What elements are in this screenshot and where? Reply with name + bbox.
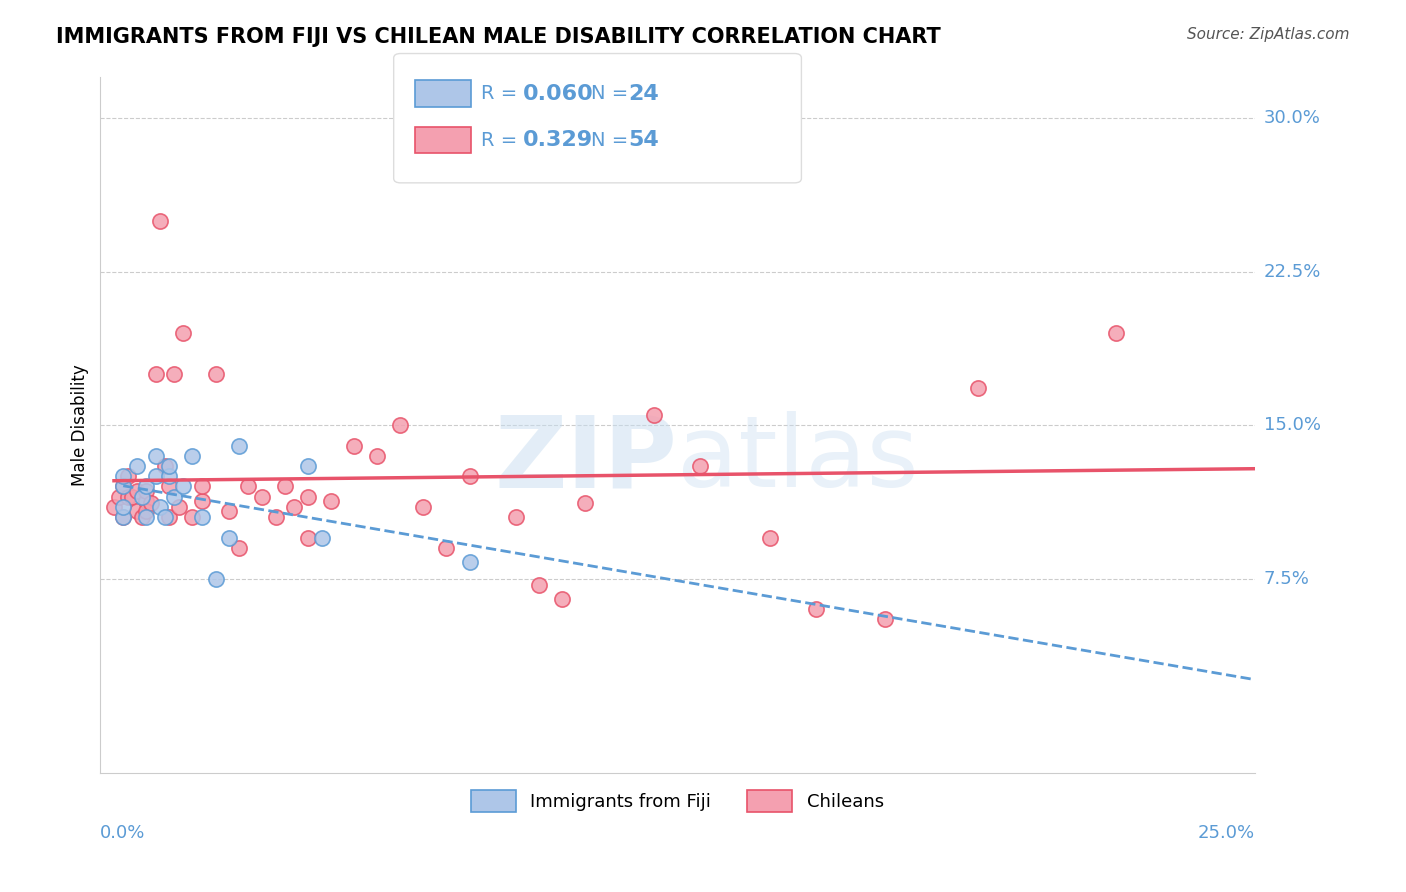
Point xyxy=(112,479,135,493)
Text: 54: 54 xyxy=(628,130,659,150)
Point xyxy=(112,479,135,493)
Point xyxy=(228,439,250,453)
Text: ZIP: ZIP xyxy=(495,411,678,508)
Text: 0.060: 0.060 xyxy=(523,84,593,103)
Point xyxy=(153,458,176,473)
Point xyxy=(412,500,434,514)
Point xyxy=(149,500,172,514)
Point xyxy=(250,490,273,504)
Point xyxy=(172,479,194,493)
Point xyxy=(157,458,180,473)
Text: 25.0%: 25.0% xyxy=(1198,824,1254,842)
Point xyxy=(804,602,827,616)
Text: N =: N = xyxy=(591,130,634,150)
Point xyxy=(297,458,319,473)
Point xyxy=(204,572,226,586)
Point xyxy=(875,612,897,626)
Point xyxy=(125,458,148,473)
Text: 0.0%: 0.0% xyxy=(100,824,145,842)
Point xyxy=(181,510,204,524)
Point xyxy=(204,367,226,381)
Text: R =: R = xyxy=(481,84,523,103)
Point xyxy=(103,500,125,514)
Point xyxy=(389,418,412,433)
Text: 24: 24 xyxy=(628,84,659,103)
Point xyxy=(172,326,194,340)
Point xyxy=(297,531,319,545)
Point xyxy=(689,458,711,473)
Text: 0.329: 0.329 xyxy=(523,130,593,150)
Text: Source: ZipAtlas.com: Source: ZipAtlas.com xyxy=(1187,27,1350,42)
Point xyxy=(135,493,157,508)
Point xyxy=(145,469,167,483)
Point xyxy=(135,504,157,518)
Point xyxy=(343,439,366,453)
Point xyxy=(190,479,212,493)
Point xyxy=(112,500,135,514)
Point xyxy=(145,449,167,463)
Point xyxy=(149,213,172,227)
Point xyxy=(117,490,139,504)
Text: R =: R = xyxy=(481,130,523,150)
Point xyxy=(311,531,333,545)
Point xyxy=(643,408,665,422)
Point xyxy=(135,479,157,493)
Point xyxy=(131,490,153,504)
Point xyxy=(598,153,620,167)
Point xyxy=(190,493,212,508)
Point xyxy=(264,510,287,524)
Point xyxy=(131,510,153,524)
Point xyxy=(167,500,190,514)
Point xyxy=(181,449,204,463)
Point xyxy=(125,483,148,498)
Point xyxy=(366,449,388,463)
Point xyxy=(157,469,180,483)
Point xyxy=(319,493,342,508)
Point xyxy=(505,510,527,524)
Point xyxy=(135,510,157,524)
Text: 22.5%: 22.5% xyxy=(1264,263,1322,281)
Point xyxy=(527,577,550,591)
Point xyxy=(121,490,143,504)
Point xyxy=(218,504,240,518)
Point xyxy=(758,531,780,545)
Point xyxy=(1105,326,1128,340)
Point xyxy=(458,469,481,483)
Point xyxy=(135,483,157,498)
Point xyxy=(157,479,180,493)
Point xyxy=(228,541,250,555)
Point xyxy=(163,490,186,504)
Point xyxy=(236,479,259,493)
Point xyxy=(574,496,596,510)
Text: N =: N = xyxy=(591,84,634,103)
Point xyxy=(218,531,240,545)
Point xyxy=(436,541,458,555)
Point xyxy=(190,510,212,524)
Point xyxy=(139,496,162,510)
Text: IMMIGRANTS FROM FIJI VS CHILEAN MALE DISABILITY CORRELATION CHART: IMMIGRANTS FROM FIJI VS CHILEAN MALE DIS… xyxy=(56,27,941,46)
Text: 7.5%: 7.5% xyxy=(1264,569,1310,588)
Point xyxy=(112,510,135,524)
Point xyxy=(145,367,167,381)
Point xyxy=(112,469,135,483)
Legend: Immigrants from Fiji, Chileans: Immigrants from Fiji, Chileans xyxy=(464,783,891,820)
Text: Male Disability: Male Disability xyxy=(70,364,89,486)
Point xyxy=(163,367,186,381)
Point xyxy=(107,490,129,504)
Point xyxy=(458,555,481,569)
Text: 15.0%: 15.0% xyxy=(1264,417,1320,434)
Point xyxy=(966,381,988,395)
Point xyxy=(157,510,180,524)
Point xyxy=(112,510,135,524)
Point xyxy=(274,479,297,493)
Text: atlas: atlas xyxy=(678,411,920,508)
Point xyxy=(551,591,574,606)
Point xyxy=(283,500,305,514)
Point xyxy=(117,469,139,483)
Point xyxy=(297,490,319,504)
Point xyxy=(153,510,176,524)
Point xyxy=(125,504,148,518)
Text: 30.0%: 30.0% xyxy=(1264,110,1320,128)
